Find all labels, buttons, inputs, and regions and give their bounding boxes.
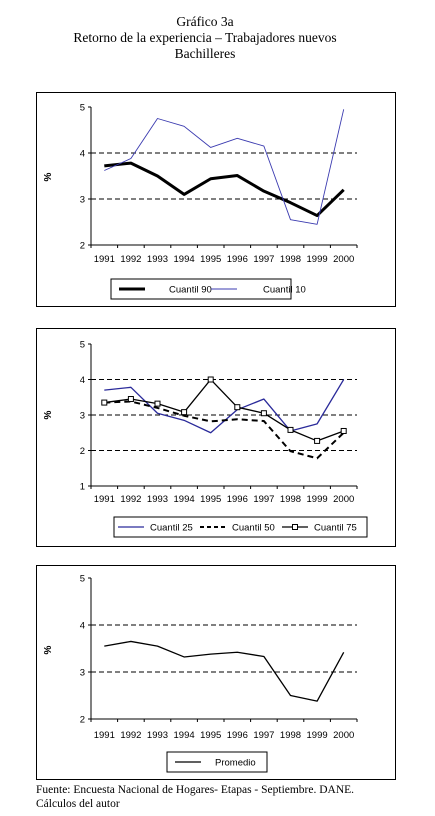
y-tick-label: 4 xyxy=(80,375,85,386)
source-note: Fuente: Encuesta Nacional de Hogares- Et… xyxy=(36,783,426,811)
legend-box xyxy=(113,516,368,538)
legend-label: Promedio xyxy=(215,758,256,769)
x-tick-label: 1994 xyxy=(174,254,195,265)
x-tick-label: 1995 xyxy=(200,254,221,265)
x-tick-label: 1997 xyxy=(253,494,274,505)
x-tick-label: 1992 xyxy=(120,730,141,741)
figure-subtitle: Bachilleres xyxy=(174,46,236,61)
y-tick-label: 1 xyxy=(80,482,85,493)
legend-label: Cuantil 90 xyxy=(169,285,212,296)
y-tick-label: 2 xyxy=(80,241,85,252)
figure-title-line: Retorno de la experiencia – Trabajadores… xyxy=(73,30,337,45)
figure-number: Gráfico 3a xyxy=(176,14,234,29)
y-axis-label: % xyxy=(43,410,54,419)
x-tick-label: 1996 xyxy=(227,730,248,741)
series-line-cuantil-50 xyxy=(104,400,345,460)
legend-label: Cuantil 25 xyxy=(150,523,193,534)
y-tick-label: 3 xyxy=(80,195,85,206)
data-point-marker xyxy=(340,427,347,434)
x-tick-label: 1998 xyxy=(280,730,301,741)
y-tick-label: 5 xyxy=(80,574,85,585)
x-tick-label: 1997 xyxy=(253,730,274,741)
data-point-marker xyxy=(127,396,134,403)
y-tick-label: 2 xyxy=(80,715,85,726)
y-axis-label: % xyxy=(43,172,54,181)
chart-2-svg: 1 2 3 4 5 1991 1992 1993 1994 1995 1996 1997 1998 199… xyxy=(43,340,368,538)
chart-panel-2: 1 2 3 4 5 1991 1992 1993 1994 1995 1996 1997 1998 199… xyxy=(36,328,396,547)
legend-marker xyxy=(292,524,298,530)
x-tick-label: 1993 xyxy=(147,254,168,265)
y-tick-label: 4 xyxy=(80,621,85,632)
chart-3-svg: 2 3 4 5 1991 1992 1993 1994 1995 1996 1997 1998 1999… xyxy=(43,574,358,773)
legend-box xyxy=(166,751,268,773)
x-tick-label: 1994 xyxy=(174,730,195,741)
y-tick-label: 2 xyxy=(80,446,85,457)
x-tick-label: 1992 xyxy=(120,254,141,265)
x-tick-label: 1999 xyxy=(307,730,328,741)
chart-panel-3: 2 3 4 5 1991 1992 1993 1994 1995 1996 1997 1998 1999… xyxy=(36,565,396,780)
legend-label: Cuantil 75 xyxy=(314,523,357,534)
data-point-marker xyxy=(101,399,108,406)
data-point-marker xyxy=(154,400,161,407)
y-tick-label: 4 xyxy=(80,149,85,160)
series-line-cuantil-90 xyxy=(104,161,345,218)
data-point-marker xyxy=(260,410,267,417)
legend-label: Cuantil 10 xyxy=(263,285,306,296)
x-tick-label: 2000 xyxy=(333,494,354,505)
y-axis-label: % xyxy=(43,645,54,654)
figure-title: Gráfico 3a Retorno de la experiencia – T… xyxy=(0,14,410,62)
chart-1-svg: 2 3 4 5 1991 1992 1993 1994 1995 1996 1997 1998 1999… xyxy=(43,103,358,300)
series-line-cuantil-10 xyxy=(104,109,345,225)
x-tick-label: 1992 xyxy=(120,494,141,505)
x-tick-label: 1991 xyxy=(94,730,115,741)
data-point-marker xyxy=(314,437,321,444)
legend: Cuantil 90 Cuantil 10 xyxy=(110,278,306,300)
source-line: Fuente: Encuesta Nacional de Hogares- Et… xyxy=(36,784,355,796)
y-tick-label: 3 xyxy=(80,668,85,679)
y-tick-label: 5 xyxy=(80,103,85,114)
y-tick-label: 3 xyxy=(80,411,85,422)
x-tick-label: 1993 xyxy=(147,494,168,505)
y-tick-label: 5 xyxy=(80,340,85,351)
x-tick-label: 1996 xyxy=(227,494,248,505)
chart-panel-1: 2 3 4 5 1991 1992 1993 1994 1995 1996 1997 1998 1999… xyxy=(36,92,396,307)
x-tick-label: 1996 xyxy=(227,254,248,265)
x-tick-label: 2000 xyxy=(333,730,354,741)
x-tick-label: 2000 xyxy=(333,254,354,265)
data-point-marker xyxy=(234,404,241,411)
x-tick-label: 1998 xyxy=(280,494,301,505)
data-point-marker xyxy=(207,376,214,383)
series-line-cuantil-75 xyxy=(104,378,344,442)
x-tick-label: 1997 xyxy=(253,254,274,265)
series-line-cuantil-25 xyxy=(104,379,345,434)
series-line-promedio xyxy=(104,640,345,702)
data-point-marker xyxy=(287,426,294,433)
x-tick-label: 1993 xyxy=(147,730,168,741)
data-point-marker xyxy=(181,409,188,416)
x-tick-label: 1995 xyxy=(200,494,221,505)
x-tick-label: 1994 xyxy=(174,494,195,505)
x-tick-label: 1991 xyxy=(94,254,115,265)
legend: Promedio xyxy=(166,751,268,773)
legend-label: Cuantil 50 xyxy=(232,523,275,534)
x-tick-label: 1998 xyxy=(280,254,301,265)
x-tick-label: 1995 xyxy=(200,730,221,741)
legend-box xyxy=(110,278,292,300)
x-tick-label: 1999 xyxy=(307,494,328,505)
credits-line: Cálculos del autor xyxy=(36,798,120,810)
legend: Cuantil 25 Cuantil 50 Cuantil 75 xyxy=(113,516,368,538)
x-tick-label: 1991 xyxy=(94,494,115,505)
x-tick-label: 1999 xyxy=(307,254,328,265)
